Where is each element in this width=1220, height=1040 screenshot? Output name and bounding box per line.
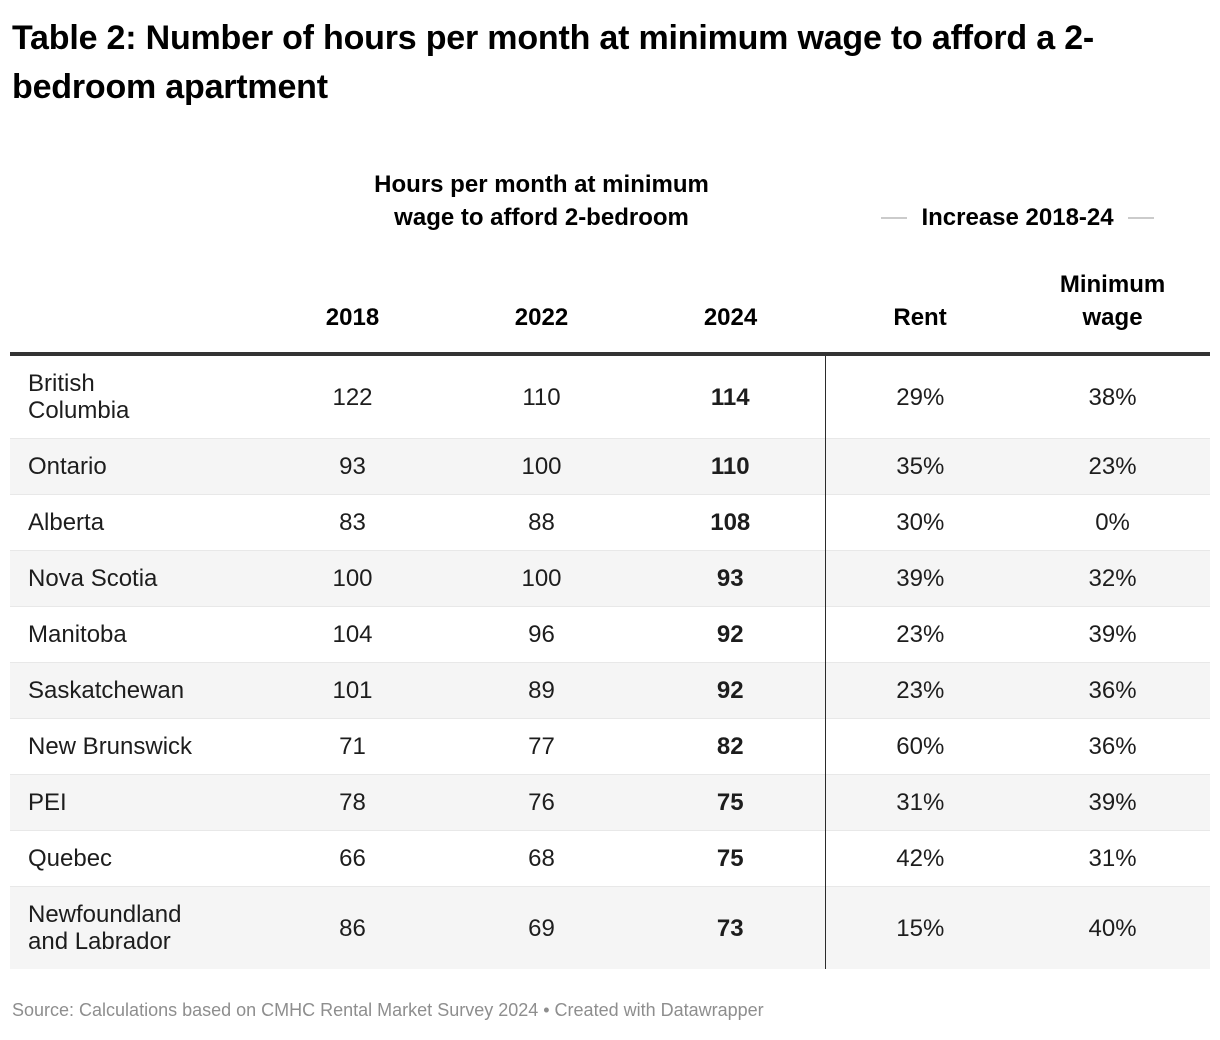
row-header-province: Nova Scotia (10, 550, 258, 607)
cell-minwage-increase: 32% (1015, 550, 1211, 607)
cell-hours-2018: 104 (258, 606, 447, 663)
column-header-2022: 2022 (447, 244, 636, 356)
column-header-2018: 2018 (258, 244, 447, 356)
cell-hours-2022: 76 (447, 774, 636, 831)
cell-hours-2024: 108 (636, 494, 826, 551)
group-header-increase: Increase 2018-24 (825, 112, 1210, 244)
table-row: Newfoundland and Labrador 86 69 73 15% 4… (10, 886, 1211, 969)
cell-hours-2018: 93 (258, 438, 447, 495)
cell-minwage-increase: 36% (1015, 662, 1211, 719)
cell-rent-increase: 42% (824, 830, 1016, 887)
cell-hours-2018: 71 (258, 718, 447, 775)
cell-hours-2024: 92 (636, 662, 826, 719)
cell-hours-2024: 114 (710, 383, 750, 411)
cell-minwage-increase: 38% (1088, 383, 1137, 411)
table-row: Manitoba 104 96 92 23% 39% (10, 606, 1211, 663)
table-row: PEI 78 76 75 31% 39% (10, 774, 1211, 831)
row-header-province: Alberta (10, 494, 258, 551)
cell-minwage-increase: 31% (1015, 830, 1211, 887)
cell-hours-2022: 96 (447, 606, 636, 663)
cell-hours-2018: 101 (258, 662, 447, 719)
group-header-spacer (10, 112, 258, 244)
cell-minwage-increase: 39% (1015, 774, 1211, 831)
cell-rent-increase: 60% (824, 718, 1016, 775)
row-header-province: Saskatchewan (10, 662, 258, 719)
cell-rent-increase: 30% (824, 494, 1016, 551)
table-row: Quebec 66 68 75 42% 31% (10, 830, 1211, 887)
column-group-row: Hours per month at minimum wage to affor… (10, 112, 1210, 244)
table-row: Ontario 93 100 110 35% 23% (10, 438, 1211, 495)
group-header-hours-label: Hours per month at minimum wage to affor… (374, 171, 709, 231)
cell-hours-2024: 110 (636, 438, 826, 495)
cell-minwage-increase: 36% (1015, 718, 1211, 775)
cell-hours-2022: 77 (447, 718, 636, 775)
page-title: Table 2: Number of hours per month at mi… (12, 19, 1095, 106)
cell-hours-2024: 92 (636, 606, 826, 663)
table-row: British Columbia 122 110 114 29% 38% (10, 354, 1210, 439)
group-header-increase-label: Increase 2018-24 (921, 204, 1114, 231)
cell-rent-increase: 35% (824, 438, 1016, 495)
cell-rent-increase: 39% (824, 550, 1016, 607)
cell-hours-2022: 110 (522, 383, 561, 411)
column-header-2024: 2024 (636, 244, 826, 356)
cell-minwage-increase: 23% (1015, 438, 1211, 495)
cell-hours-2022: 69 (447, 886, 636, 969)
cell-hours-2022: 100 (447, 438, 636, 495)
row-header-province: Quebec (10, 830, 258, 887)
table-row: Saskatchewan 101 89 92 23% 36% (10, 662, 1211, 719)
group-header-hours: Hours per month at minimum wage to affor… (258, 112, 825, 244)
cell-hours-2024: 82 (636, 718, 826, 775)
cell-hours-2018: 83 (258, 494, 447, 551)
cell-hours-2018: 122 (332, 383, 373, 411)
data-table: Hours per month at minimum wage to affor… (10, 112, 1211, 969)
cell-hours-2024: 73 (636, 886, 826, 969)
cell-hours-2022: 100 (447, 550, 636, 607)
cell-hours-2022: 88 (447, 494, 636, 551)
source-attribution: Source: Calculations based on CMHC Renta… (12, 1000, 764, 1020)
column-header-province (10, 244, 258, 356)
cell-rent-increase: 23% (824, 662, 1016, 719)
cell-hours-2018: 66 (258, 830, 447, 887)
cell-minwage-increase: 39% (1015, 606, 1211, 663)
table-row: New Brunswick 71 77 82 60% 36% (10, 718, 1211, 775)
cell-hours-2022: 68 (447, 830, 636, 887)
cell-hours-2018: 86 (258, 886, 447, 969)
cell-hours-2024: 93 (636, 550, 826, 607)
cell-hours-2024: 75 (636, 830, 826, 887)
group-divider-dash-right (1127, 216, 1154, 219)
column-header-minwage-label: Minimum wage (1059, 271, 1166, 331)
row-header-province: British Columbia (28, 370, 130, 424)
table-row: Alberta 83 88 108 30% 0% (10, 494, 1211, 551)
column-header-row: 2018 2022 2024 Rent Minimum wage (10, 244, 1211, 356)
cell-minwage-increase: 40% (1015, 886, 1211, 969)
row-header-province: Newfoundland and Labrador (10, 886, 258, 969)
row-header-province: Manitoba (10, 606, 258, 663)
cell-rent-increase: 29% (824, 354, 1016, 439)
cell-minwage-increase: 0% (1015, 494, 1211, 551)
row-header-province: PEI (10, 774, 258, 831)
group-divider-dash-left (881, 216, 908, 219)
column-header-rent: Rent (825, 244, 1016, 356)
row-header-province: New Brunswick (10, 718, 258, 775)
table-body: British Columbia 122 110 114 29% 38% Ont… (10, 354, 1211, 969)
table-row: Nova Scotia 100 100 93 39% 32% (10, 550, 1211, 607)
cell-hours-2024: 75 (636, 774, 826, 831)
cell-rent-increase: 23% (824, 606, 1016, 663)
table-header: Hours per month at minimum wage to affor… (10, 112, 1211, 356)
cell-rent-increase: 15% (824, 886, 1016, 969)
cell-rent-increase: 31% (824, 774, 1016, 831)
row-header-province: Ontario (10, 438, 258, 495)
column-header-minwage: Minimum wage (1015, 244, 1211, 356)
cell-hours-2022: 89 (447, 662, 636, 719)
cell-hours-2018: 78 (258, 774, 447, 831)
cell-hours-2018: 100 (258, 550, 447, 607)
